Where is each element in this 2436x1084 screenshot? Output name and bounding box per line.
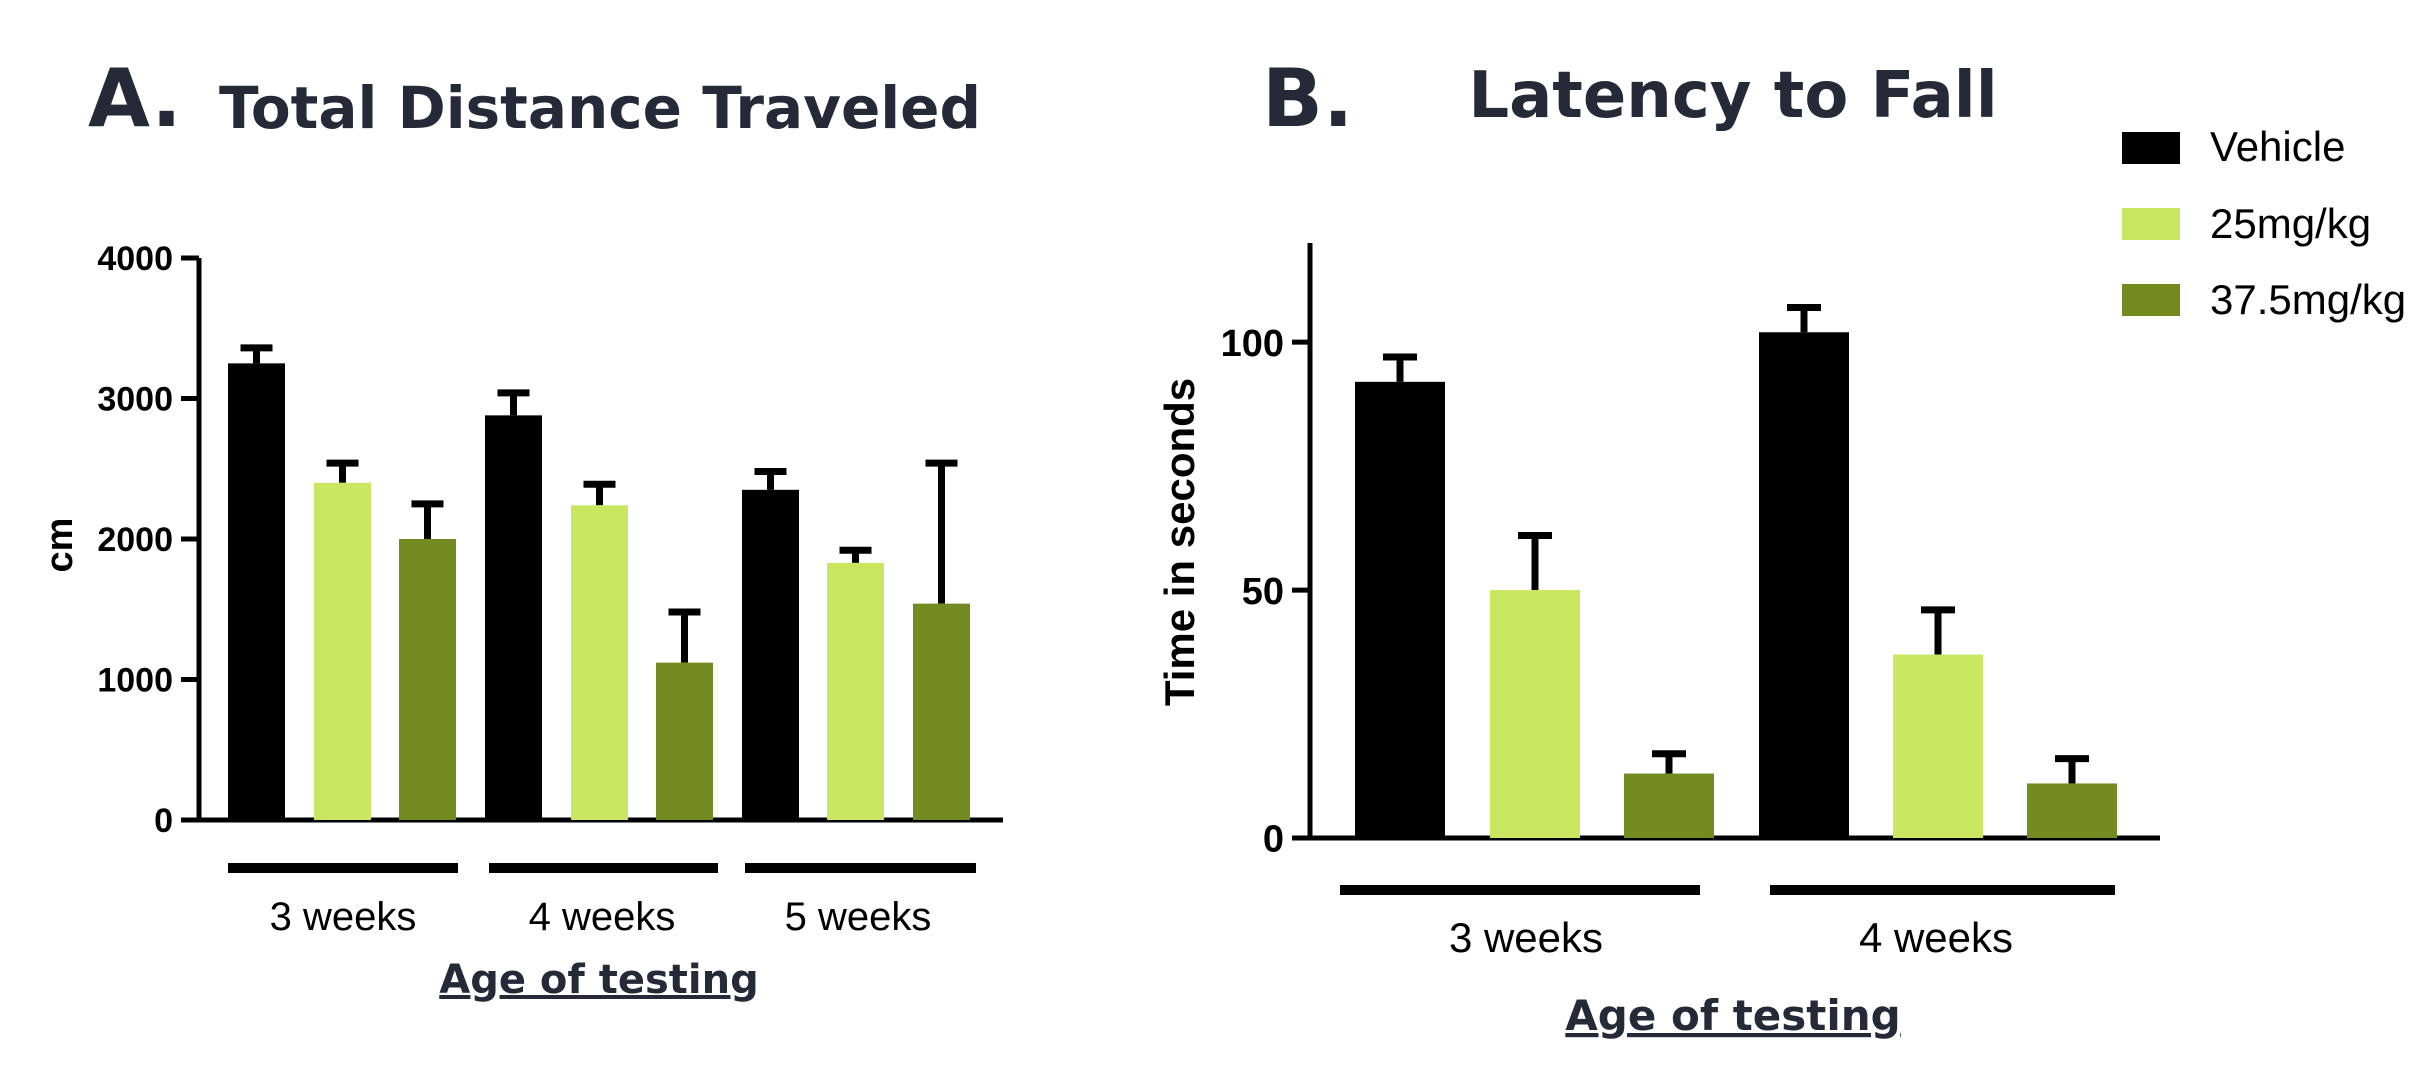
panel-a-category-label: 5 weeks (785, 895, 932, 939)
panel-a-category-label: 4 weeks (529, 895, 676, 939)
panel-b-bar (1490, 590, 1580, 838)
panel-b-bar (1355, 381, 1445, 838)
legend: Vehicle 25mg/kg 37.5mg/kg (2122, 123, 2406, 323)
panel-a-bar (314, 482, 371, 820)
panel-b-category-label: 4 weeks (1859, 914, 2013, 961)
legend-swatch-vehicle (2122, 132, 2180, 164)
panel-a-y-tick-label: 2000 (97, 521, 173, 559)
legend-label-37mg: 37.5mg/kg (2210, 276, 2406, 323)
panel-a-y-axis-title: cm (39, 518, 81, 573)
panel-b-x-axis-title: Age of testing (1565, 991, 1900, 1040)
panel-b-y-tick-label: 0 (1263, 819, 1284, 861)
legend-label-vehicle: Vehicle (2210, 123, 2345, 170)
legend-swatch-37mg (2122, 284, 2180, 316)
panel-a-x-axis-title: Age of testing (439, 957, 758, 1003)
panel-a-y-tick-label: 0 (154, 802, 173, 840)
legend-label-25mg: 25mg/kg (2210, 200, 2371, 247)
legend-swatch-25mg (2122, 208, 2180, 240)
panel-a-title: Total Distance Traveled (219, 74, 981, 142)
panel-a-bar (742, 489, 799, 820)
panel-b-title: Latency to Fall (1468, 59, 1997, 133)
panel-a-bar (656, 662, 713, 820)
panel-b-category-label: 3 weeks (1449, 914, 1603, 961)
panel-a-bar (228, 363, 285, 820)
panel-b-bar (2027, 783, 2117, 838)
panel-b-letter: B. (1262, 52, 1353, 145)
panel-b-bar (1759, 332, 1849, 838)
panel-a-y-tick-label: 4000 (97, 240, 173, 278)
panel-a-bar (399, 539, 456, 820)
panel-a-y-tick-label: 3000 (97, 381, 173, 419)
panel-a-letter: A. (88, 52, 182, 145)
panel-a-bar (827, 562, 884, 820)
panel-a-bar (913, 603, 970, 820)
panel-a-plot: 0 1000 2000 3000 4000 3 weeks 4 weeks 5 weeks (97, 240, 1003, 939)
panel-a-bar (485, 415, 542, 820)
panel-a-category-label: 3 weeks (270, 895, 417, 939)
panel-b-bar (1893, 654, 1983, 838)
panel-a-y-tick-label: 1000 (97, 662, 173, 700)
panel-b-y-tick-label: 50 (1242, 571, 1284, 613)
panel-b-bar (1624, 773, 1714, 838)
panel-b-y-tick-label: 100 (1221, 323, 1284, 365)
panel-a-bar (571, 505, 628, 820)
panel-b-plot: 0 50 100 3 weeks 4 weeks (1221, 243, 2160, 961)
panel-b-y-axis-title: Time in seconds (1156, 378, 1203, 706)
